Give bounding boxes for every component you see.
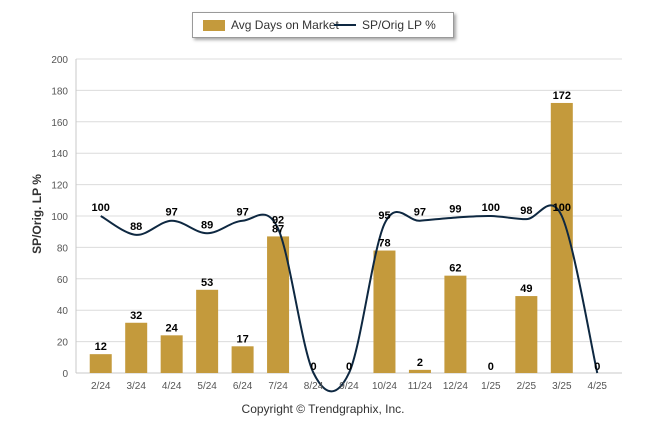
- line-value-label: 97: [166, 207, 178, 219]
- line-value-label: 100: [92, 202, 110, 214]
- bar: [160, 335, 183, 373]
- y-axis-title: SP/Orig. LP %: [30, 174, 44, 254]
- line-series-sp-orig-lp: [100, 204, 599, 393]
- line-value-label: 100: [482, 202, 500, 214]
- bar-value-label: 12: [95, 341, 107, 353]
- legend-swatch-days-on-market: [203, 20, 225, 31]
- line-value-label: 98: [520, 205, 532, 217]
- bar-value-label: 53: [201, 277, 213, 289]
- bar: [89, 354, 112, 373]
- bar: [444, 275, 467, 373]
- y-tick-label: 120: [51, 181, 68, 192]
- bar: [408, 369, 431, 373]
- x-tick-label: 6/24: [233, 381, 253, 392]
- line-value-label: 88: [130, 221, 142, 233]
- y-tick-label: 160: [51, 118, 68, 129]
- bar-value-label: 78: [378, 238, 390, 250]
- y-tick-label: 100: [51, 212, 68, 223]
- y-tick-label: 0: [62, 369, 68, 380]
- y-tick-label: 140: [51, 149, 68, 160]
- legend-label-sp-orig-lp: SP/Orig LP %: [362, 18, 436, 32]
- bar-value-label: 172: [553, 90, 571, 102]
- bar-value-label: 0: [594, 361, 600, 373]
- line-value-label: 97: [414, 207, 426, 219]
- legend-label-days-on-market: Avg Days on Market: [231, 18, 339, 32]
- x-tick-label: 5/24: [197, 381, 217, 392]
- x-tick-label: 4/24: [162, 381, 182, 392]
- x-tick-label: 4/25: [588, 381, 608, 392]
- bar: [196, 289, 219, 373]
- line-value-label: 97: [236, 207, 248, 219]
- bar-value-label: 17: [236, 333, 248, 345]
- x-tick-label: 1/25: [481, 381, 501, 392]
- bar: [231, 346, 254, 373]
- legend-swatch-sp-orig-lp: [334, 24, 356, 26]
- x-tick-label: 2/25: [517, 381, 537, 392]
- y-tick-label: 20: [57, 338, 69, 349]
- bar: [515, 296, 538, 373]
- y-tick-label: 40: [57, 306, 69, 317]
- bar-value-label: 62: [449, 263, 461, 275]
- bar: [550, 102, 573, 374]
- bar-value-label: 24: [166, 322, 179, 334]
- legend: Avg Days on Market SP/Orig LP %: [192, 12, 454, 38]
- x-tick-label: 10/24: [372, 381, 397, 392]
- bar-value-label: 0: [346, 361, 352, 373]
- bar: [373, 250, 396, 373]
- x-tick-label: 7/24: [268, 381, 288, 392]
- y-tick-label: 80: [57, 243, 69, 254]
- x-tick-label: 12/24: [443, 381, 468, 392]
- line-value-label: 92: [272, 215, 284, 227]
- x-tick-label: 8/24: [304, 381, 324, 392]
- line-value-label: 89: [201, 219, 213, 231]
- bar-value-label: 0: [310, 361, 316, 373]
- y-tick-label: 180: [51, 86, 68, 97]
- bar-value-label: 49: [520, 283, 532, 295]
- y-tick-label: 200: [51, 55, 68, 66]
- x-tick-label: 3/25: [552, 381, 572, 392]
- x-tick-label: 2/24: [91, 381, 111, 392]
- bar-value-label: 2: [417, 357, 423, 369]
- x-tick-label: 9/24: [339, 381, 359, 392]
- line-value-label: 99: [449, 204, 461, 216]
- bar-value-label: 32: [130, 310, 142, 322]
- bar: [125, 322, 148, 373]
- line-value-label: 100: [553, 202, 571, 214]
- line-value-label: 95: [378, 210, 390, 222]
- bar: [267, 236, 290, 373]
- x-tick-label: 11/24: [408, 381, 433, 392]
- y-tick-label: 60: [57, 275, 69, 286]
- copyright-text: Copyright © Trendgraphix, Inc.: [241, 402, 405, 416]
- x-tick-label: 3/24: [126, 381, 146, 392]
- bar-value-label: 87: [272, 223, 284, 235]
- bar-value-label: 0: [488, 361, 494, 373]
